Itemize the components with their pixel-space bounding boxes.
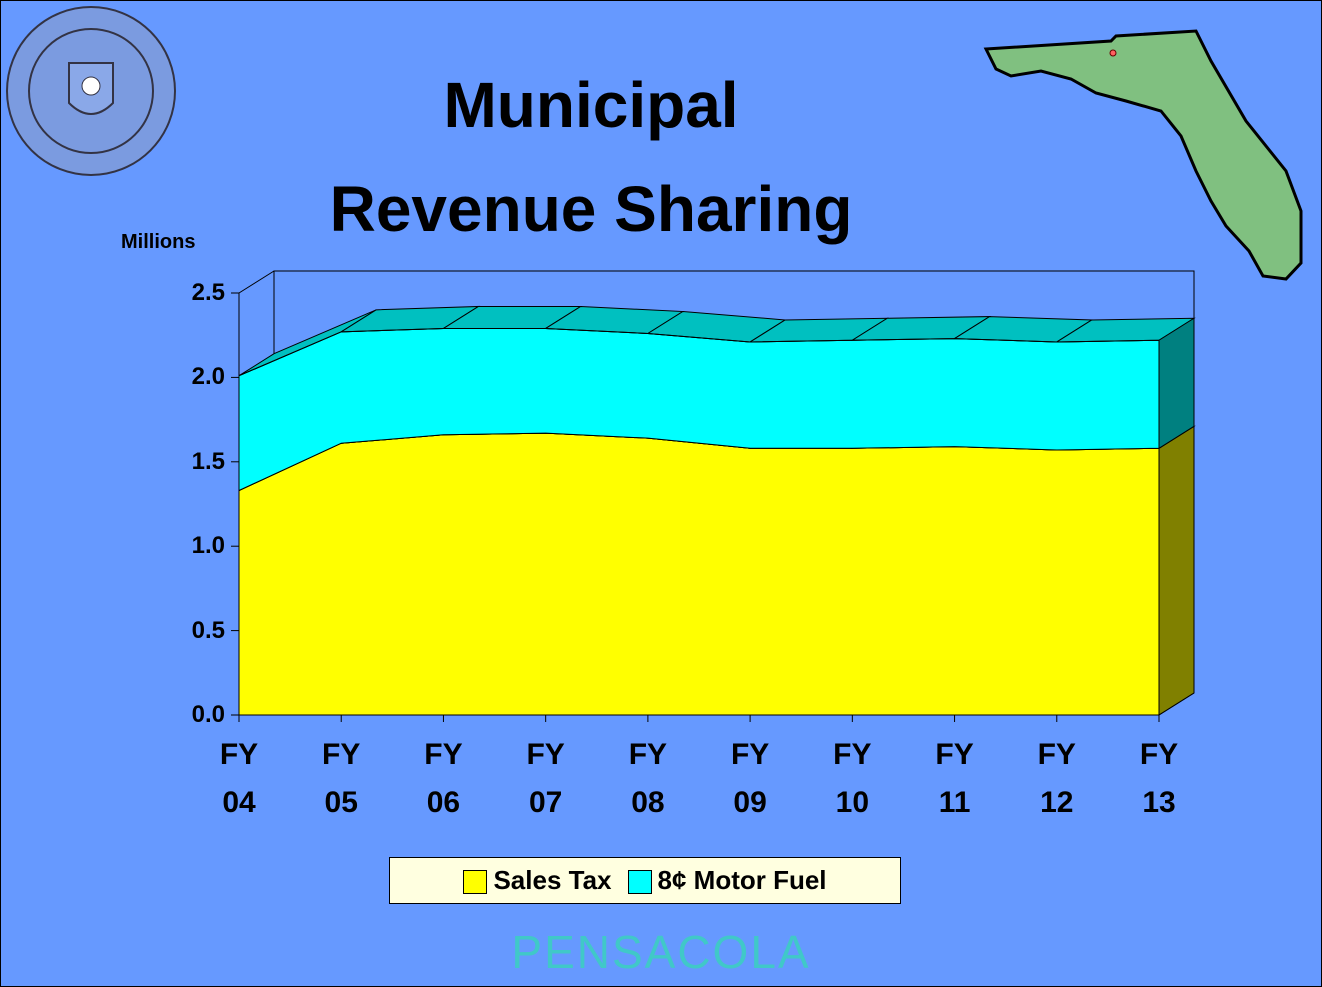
legend-label: 8¢ Motor Fuel xyxy=(657,865,827,895)
area-side xyxy=(1158,317,1195,450)
area-edge xyxy=(238,327,1160,377)
city-dot xyxy=(1109,49,1117,57)
florida-map xyxy=(983,29,1303,281)
legend: Sales Tax 8¢ Motor Fuel xyxy=(389,857,901,904)
y-tick-label: 0.5 xyxy=(191,616,225,644)
x-tick-label: FY 06 xyxy=(424,738,463,819)
legend-swatch xyxy=(627,870,652,895)
legend-swatch xyxy=(463,870,488,895)
x-tick-label: FY 04 xyxy=(219,738,259,819)
area-side xyxy=(1158,425,1195,716)
x-tick-label: FY 10 xyxy=(833,738,872,819)
x-tick-label: FY 05 xyxy=(322,738,361,819)
floor-edge xyxy=(1158,692,1195,716)
x-tick-label: FY 07 xyxy=(526,738,565,819)
legend-item: Sales Tax xyxy=(463,865,612,896)
y-tick-label: 2.5 xyxy=(191,279,225,306)
wall-edge xyxy=(238,270,275,294)
legend-item: 8¢ Motor Fuel xyxy=(627,865,827,896)
y-tick-label: 0.0 xyxy=(191,701,225,728)
seal xyxy=(6,6,176,176)
logo: PENSACOLA xyxy=(511,926,811,978)
y-tick-label: 1.5 xyxy=(191,447,225,475)
x-tick-label: FY 11 xyxy=(935,738,974,819)
x-tick-label: FY 12 xyxy=(1037,738,1076,819)
x-tick-label: FY 09 xyxy=(730,738,770,819)
x-tick-label: FY 08 xyxy=(628,738,668,819)
y-axis-label: Millions xyxy=(121,231,196,253)
area-fill xyxy=(238,432,1160,716)
x-tick-label: FY 13 xyxy=(1139,738,1179,819)
y-tick-label: 2.0 xyxy=(191,363,225,391)
legend-label: Sales Tax xyxy=(493,865,612,895)
y-tick-label: 1.0 xyxy=(191,532,225,560)
chart-title: Municipal Revenue Sharing xyxy=(329,69,853,245)
